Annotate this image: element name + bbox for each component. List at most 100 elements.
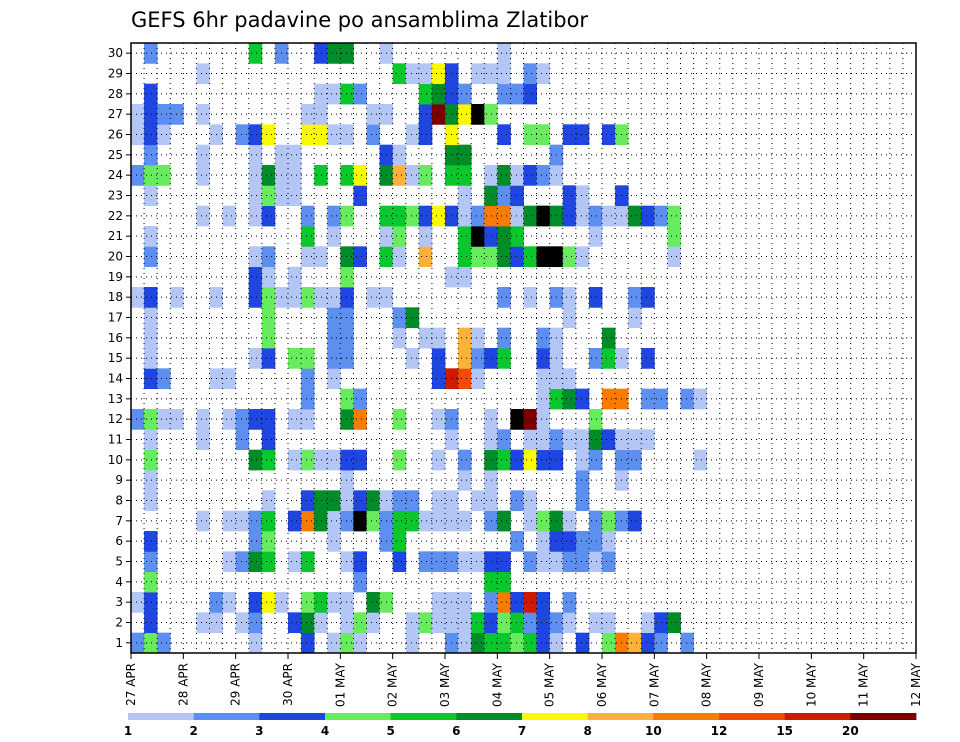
heatmap-cell (235, 124, 250, 146)
heatmap-cell (497, 592, 511, 613)
heatmap-cell (418, 612, 433, 634)
y-tick-label: 4 (115, 575, 123, 589)
heatmap-cell (301, 612, 315, 634)
heatmap-cell (497, 43, 511, 64)
heatmap-cell (667, 612, 681, 634)
colorbar-label: 12 (711, 724, 728, 738)
heatmap-cell (562, 531, 577, 552)
heatmap-cell (248, 409, 263, 430)
heatmap-cell (392, 307, 407, 329)
heatmap-cell (523, 63, 537, 85)
heatmap-cell (536, 612, 551, 634)
heatmap-cell (484, 226, 498, 247)
heatmap-cell (484, 490, 498, 512)
heatmap-cell (261, 409, 276, 430)
heatmap-cell (536, 165, 551, 186)
heatmap-cell (471, 327, 485, 349)
heatmap-cell (392, 205, 407, 227)
heatmap-cell (575, 429, 590, 451)
heatmap-cell (471, 490, 485, 512)
heatmap-cell (157, 632, 171, 654)
heatmap-cell (602, 388, 616, 410)
heatmap-cell (288, 144, 302, 166)
colorbar-segment (456, 713, 523, 720)
heatmap-cell (405, 124, 420, 146)
heatmap-cell (575, 449, 590, 471)
colorbar-label: 4 (321, 724, 329, 738)
y-tick-label: 25 (108, 148, 123, 162)
heatmap-cell (575, 490, 590, 512)
heatmap-cell (248, 551, 263, 573)
heatmap-cell (327, 632, 341, 654)
heatmap-cell (523, 592, 537, 613)
heatmap-cell (248, 205, 263, 227)
x-tick-label: 07 MAY (647, 662, 661, 707)
heatmap-cell (248, 124, 263, 146)
heatmap-cell (680, 388, 694, 410)
y-tick-label: 3 (115, 595, 123, 609)
heatmap-cell (261, 246, 276, 268)
heatmap-cell (588, 429, 603, 451)
heatmap-cell (366, 592, 380, 613)
heatmap-cell (523, 124, 537, 146)
heatmap-cell (458, 185, 472, 207)
heatmap-cell (510, 83, 524, 105)
heatmap-cell (261, 287, 276, 308)
heatmap-cell (602, 510, 616, 532)
heatmap-cell (366, 490, 380, 512)
heatmap-cell (484, 185, 498, 207)
y-tick-label: 5 (115, 555, 123, 569)
heatmap-cell (248, 632, 263, 654)
heatmap-cell (562, 368, 577, 390)
heatmap-cell (327, 124, 341, 146)
heatmap-cell (301, 592, 315, 613)
heatmap-cell (314, 104, 328, 125)
heatmap-cell (327, 592, 341, 613)
heatmap-cell (340, 592, 354, 613)
heatmap-cell (641, 348, 655, 369)
heatmap-cell (248, 165, 263, 186)
heatmap-cell (248, 287, 263, 308)
heatmap-cell (641, 632, 655, 654)
heatmap-cell (510, 592, 524, 613)
heatmap-cell (471, 246, 485, 268)
y-tick-label: 10 (108, 453, 123, 467)
dotted-grid (130, 43, 917, 653)
heatmap-cell (523, 246, 537, 268)
y-tick-label: 15 (108, 351, 123, 365)
heatmap-cell (418, 104, 433, 125)
heatmap-cell (248, 510, 263, 532)
heatmap-cell (327, 287, 341, 308)
heatmap-cell (144, 246, 158, 268)
heatmap-cell (536, 124, 551, 146)
heatmap-cell (301, 449, 315, 471)
heatmap-cell (340, 388, 354, 410)
heatmap-cell (392, 551, 407, 573)
heatmap-cell (510, 632, 524, 654)
heatmap-cell (588, 348, 603, 369)
heatmap-cell (536, 205, 551, 227)
heatmap-cell (431, 63, 446, 85)
heatmap-cell (523, 449, 537, 471)
heatmap-cell (523, 551, 537, 573)
heatmap-cell (340, 165, 354, 186)
heatmap-cell (523, 205, 537, 227)
heatmap-cell (261, 307, 276, 329)
heatmap-cell (471, 368, 485, 390)
heatmap-cell (458, 327, 472, 349)
heatmap-cell (562, 287, 577, 308)
heatmap-cell (458, 246, 472, 268)
heatmap-cell (327, 43, 341, 64)
heatmap-cell (131, 287, 145, 308)
y-tick-label: 7 (115, 514, 123, 528)
heatmap-cell (628, 287, 642, 308)
colorbar-label: 10 (645, 724, 662, 738)
heatmap-cell (314, 449, 328, 471)
heatmap-cell (471, 104, 485, 125)
heatmap-cell (144, 449, 158, 471)
heatmap-cell (301, 205, 315, 227)
heatmap-cell (602, 531, 616, 552)
y-tick-label: 16 (108, 331, 123, 345)
heatmap-cell (353, 632, 367, 654)
heatmap-cell (340, 246, 354, 268)
